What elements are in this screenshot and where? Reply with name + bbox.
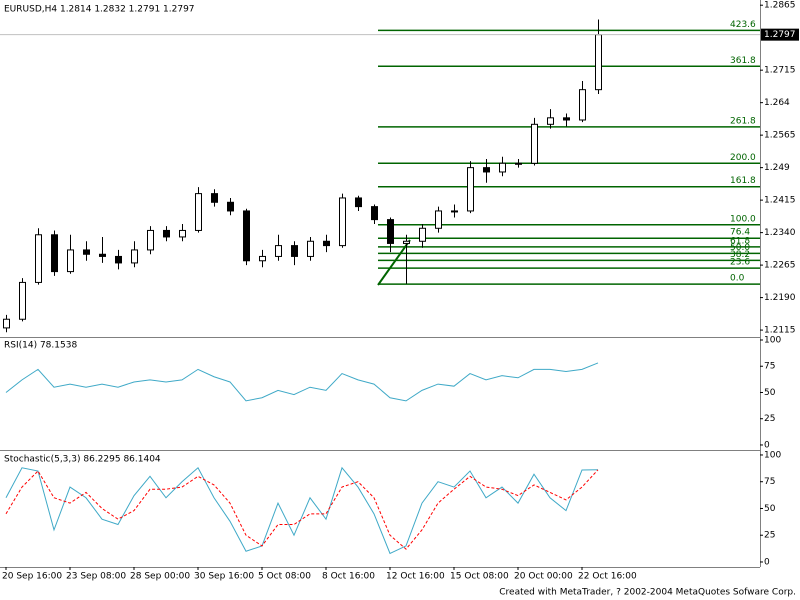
candle-body (595, 34, 602, 91)
x-tick-label: 22 Oct 16:00 (578, 572, 637, 582)
candle-body (531, 123, 538, 164)
candle-body (483, 167, 490, 173)
fib-label: 161.8 (730, 176, 756, 186)
candle-body (451, 210, 458, 213)
y-tick-label: 50 (764, 504, 776, 514)
candle-body (51, 234, 58, 273)
y-tick-label: 100 (764, 450, 781, 460)
candle-body (403, 240, 410, 244)
y-tick-label: 1.2115 (764, 326, 796, 336)
y-tick-label: 1.2265 (764, 261, 796, 271)
y-tick-label: 1.2415 (764, 196, 796, 206)
y-tick-label: 50 (764, 388, 776, 398)
last-price-box (761, 28, 799, 41)
candle-body (339, 197, 346, 247)
candle-body (67, 249, 74, 273)
x-tick-label: 23 Sep 08:00 (66, 572, 126, 582)
y-tick-label: 1.2715 (764, 66, 796, 76)
candle-body (179, 229, 186, 238)
y-tick-label: 75 (764, 362, 775, 372)
candle-body (275, 245, 282, 257)
panel-title: Stochastic(5,3,3) 86.2295 86.1404 (4, 455, 161, 465)
candle-body (19, 281, 26, 320)
fib-label: 361.8 (730, 56, 756, 66)
candle-body (467, 167, 474, 212)
y-tick-label: 1.2340 (764, 228, 796, 238)
footer: Created with MetaTrader, ? 2002-2004 Met… (499, 588, 796, 598)
candle-body (163, 229, 170, 238)
candle-body (195, 193, 202, 231)
fib-label: 50.0 (730, 243, 750, 253)
candle-body (211, 193, 218, 203)
candle-body (355, 197, 362, 208)
candle-body (579, 89, 586, 121)
candle-body (131, 249, 138, 264)
candle-body (115, 255, 122, 264)
candle-body (99, 253, 106, 257)
candle-body (323, 240, 330, 247)
x-tick-label: 20 Sep 16:00 (2, 572, 62, 582)
candle-body (563, 117, 570, 121)
y-tick-label: 25 (764, 414, 775, 424)
candle-body (83, 249, 90, 255)
x-tick-label: 15 Oct 08:00 (450, 572, 509, 582)
x-tick-label: 12 Oct 16:00 (386, 572, 445, 582)
y-tick-label: 100 (764, 335, 781, 345)
candle-body (147, 229, 154, 251)
chart-title: EURUSD,H4 1.2814 1.2832 1.2791 1.2797 (4, 5, 195, 15)
x-tick-label: 8 Oct 16:00 (322, 572, 375, 582)
y-tick-label: 1.2865 (764, 1, 796, 11)
panel-title: RSI(14) 78.1538 (4, 341, 77, 351)
candle-body (387, 219, 394, 244)
indicator-line (5, 466, 599, 555)
fib-label: 61.8 (730, 236, 750, 246)
fib-label: 76.4 (730, 228, 750, 238)
y-tick-label: 1.2190 (764, 293, 796, 303)
fib-label: 23.6 (730, 258, 750, 268)
fib-label: 0.0 (730, 274, 745, 284)
candle-body (259, 255, 266, 262)
candle-body (35, 234, 42, 283)
y-tick-label: 1.264 (764, 98, 790, 108)
y-tick-label: 0 (764, 557, 770, 567)
y-tick-label: 0 (764, 440, 770, 450)
candle-body (291, 245, 298, 257)
y-tick-label: 25 (764, 531, 775, 541)
candle-body (499, 162, 506, 173)
fib-label: 38.2 (730, 250, 750, 260)
candle-body (371, 206, 378, 221)
fib-label: 261.8 (730, 116, 756, 126)
candle-body (515, 162, 522, 165)
x-tick-label: 28 Sep 00:00 (130, 572, 190, 582)
fib-label: 100.0 (730, 214, 756, 224)
candle-body (435, 210, 442, 229)
x-tick-label: 5 Oct 08:00 (258, 572, 311, 582)
indicator-line (5, 469, 599, 550)
indicator-line (5, 362, 599, 402)
last-price-label: 1.2797 (764, 30, 796, 40)
candle-body (243, 210, 250, 262)
fib-label: 423.6 (730, 20, 756, 30)
candle-body (3, 318, 10, 329)
y-tick-label: 1.249 (764, 163, 790, 173)
y-tick-label: 75 (764, 477, 775, 487)
y-tick-label: 1.2565 (764, 131, 796, 141)
candle-body (307, 240, 314, 257)
x-tick-label: 20 Oct 00:00 (514, 572, 573, 582)
candle-body (547, 117, 554, 125)
x-tick-label: 30 Sep 16:00 (194, 572, 254, 582)
candle-body (227, 201, 234, 212)
fib-label: 200.0 (730, 153, 756, 163)
candle-body (419, 227, 426, 242)
